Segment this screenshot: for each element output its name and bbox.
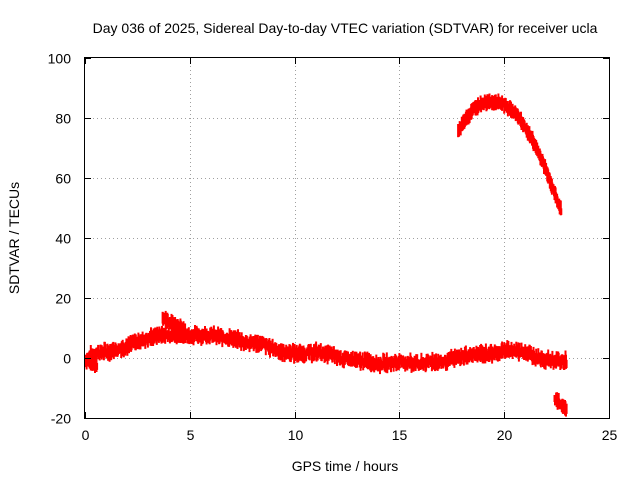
x-tick-label: 10 xyxy=(288,427,304,443)
y-tick-label: 40 xyxy=(55,231,71,247)
plot-frame xyxy=(84,57,610,419)
y-tick-label: 60 xyxy=(55,171,71,187)
series-0 xyxy=(84,324,568,375)
series-4 xyxy=(553,392,568,417)
data-layer xyxy=(84,93,568,417)
x-tick-label: 5 xyxy=(187,427,195,443)
series-3 xyxy=(457,93,563,216)
y-tick-label: 100 xyxy=(48,51,72,67)
chart-title: Day 036 of 2025, Sidereal Day-to-day VTE… xyxy=(93,20,598,36)
x-tick-label: 0 xyxy=(82,427,90,443)
y-tick-label: -20 xyxy=(51,411,71,427)
series-2 xyxy=(161,310,187,338)
y-axis-label: SDTVAR / TECUs xyxy=(6,182,22,294)
x-tick-label: 20 xyxy=(497,427,513,443)
x-tick-label: 25 xyxy=(602,427,618,443)
x-axis-label: GPS time / hours xyxy=(292,458,399,474)
y-tick-label: 0 xyxy=(63,351,71,367)
y-tick-label: 80 xyxy=(55,111,71,127)
tick-layer: 0 5 10 15 20 25 -20 0 20 40 60 80 100 xyxy=(48,51,618,444)
x-tick-label: 15 xyxy=(392,427,408,443)
y-tick-label: 20 xyxy=(55,291,71,307)
